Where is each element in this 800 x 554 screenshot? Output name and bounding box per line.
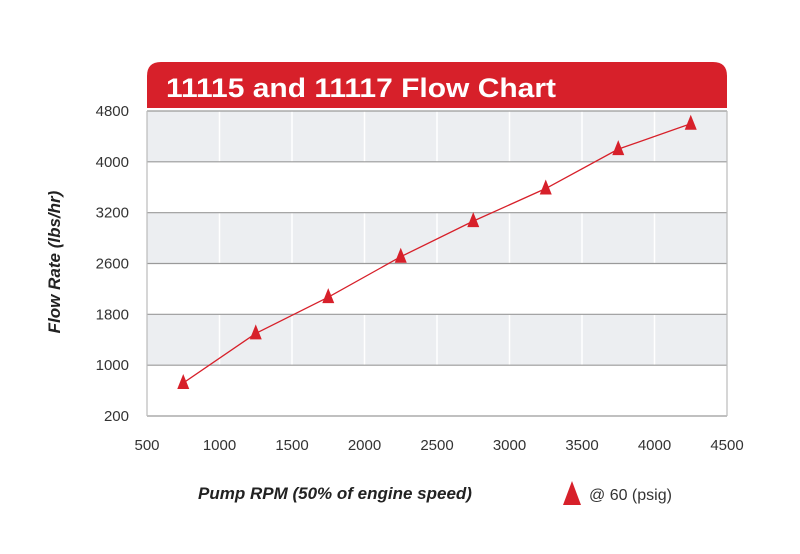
y-tick-label: 2600	[96, 256, 129, 273]
data-point-triangle	[539, 179, 552, 195]
x-tick-label: 4500	[710, 437, 743, 454]
title-bar	[147, 62, 727, 108]
series-line	[182, 123, 691, 384]
y-tick-label: 200	[104, 408, 129, 425]
data-point-triangle	[249, 324, 262, 340]
data-point-triangle	[684, 114, 697, 130]
y-tick-label: 4000	[96, 154, 129, 171]
chart-title: 11115 and 11117 Flow Chart	[166, 73, 556, 103]
x-tick-label: 500	[134, 437, 159, 454]
data-point-triangle	[394, 247, 407, 263]
y-tick-label: 1000	[96, 357, 129, 374]
data-point-triangle	[467, 212, 480, 228]
data-point-triangle	[322, 288, 335, 304]
y-axis-label: Flow Rate (lbs/hr)	[45, 190, 64, 333]
x-tick-label: 3000	[493, 437, 526, 454]
data-point-triangle	[612, 140, 625, 156]
y-tick-label: 3200	[96, 205, 129, 222]
x-tick-label: 2000	[348, 437, 381, 454]
x-tick-label: 2500	[420, 437, 453, 454]
data-point-triangle	[177, 373, 190, 389]
y-tick-label: 1800	[96, 306, 129, 323]
x-tick-label: 1000	[203, 437, 236, 454]
x-tick-label: 3500	[565, 437, 598, 454]
x-tick-label: 4000	[638, 437, 671, 454]
x-tick-label: 1500	[275, 437, 308, 454]
legend-triangle-marker	[563, 481, 581, 505]
y-tick-label: 4800	[96, 103, 129, 120]
legend-label: @ 60 (psig)	[589, 487, 672, 504]
x-axis-label: Pump RPM (50% of engine speed)	[198, 484, 472, 503]
